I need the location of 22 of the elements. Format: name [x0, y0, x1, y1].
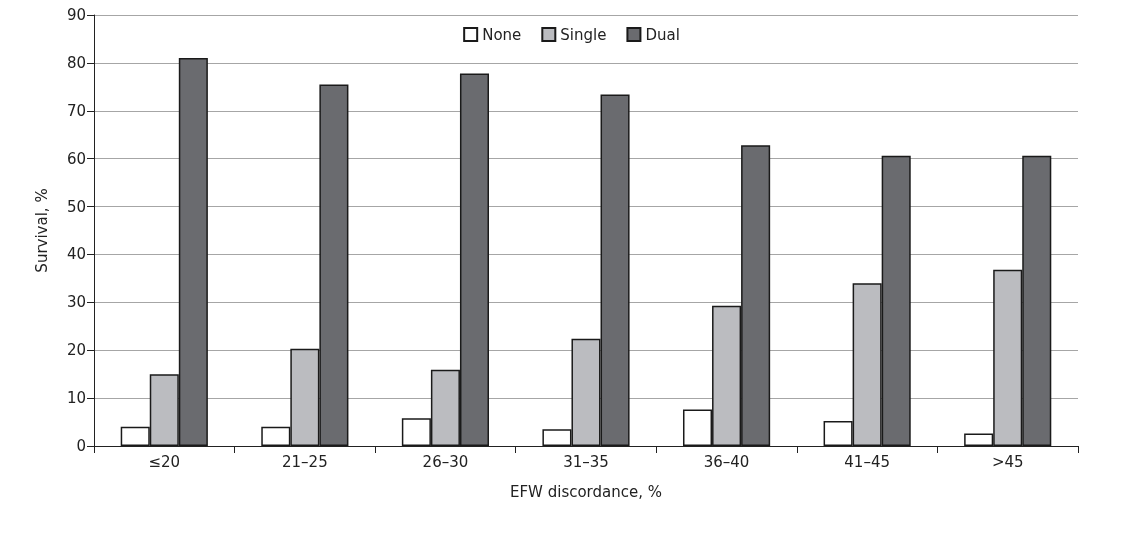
- x-tick-label: ≤20: [148, 452, 181, 471]
- y-tick-label: 90: [66, 6, 86, 24]
- x-tick-label: 21–25: [282, 452, 328, 471]
- legend-label: None: [482, 25, 522, 44]
- x-tick-label: 41–45: [844, 452, 890, 471]
- legend-label: Dual: [645, 25, 680, 44]
- x-tick-label: >45: [991, 452, 1024, 471]
- y-tick-label: 70: [66, 101, 86, 120]
- x-tick-label: 36–40: [703, 452, 750, 471]
- x-axis-title: EFW discordance, %: [509, 482, 663, 501]
- y-tick-label: 80: [66, 53, 86, 72]
- x-tick-label: 26–30: [422, 452, 469, 471]
- y-axis-title: Survival, %: [32, 188, 51, 273]
- y-tick-label: 10: [66, 389, 86, 408]
- y-tick-label: 30: [66, 293, 86, 312]
- y-tick-label: 50: [66, 197, 86, 216]
- y-tick-label: 60: [66, 149, 86, 168]
- y-tick-label: 20: [66, 341, 86, 360]
- legend-label: Single: [560, 25, 607, 44]
- y-tick-label: 0: [76, 437, 86, 455]
- x-tick-label: 31–35: [563, 452, 609, 471]
- y-tick-label: 40: [66, 245, 86, 264]
